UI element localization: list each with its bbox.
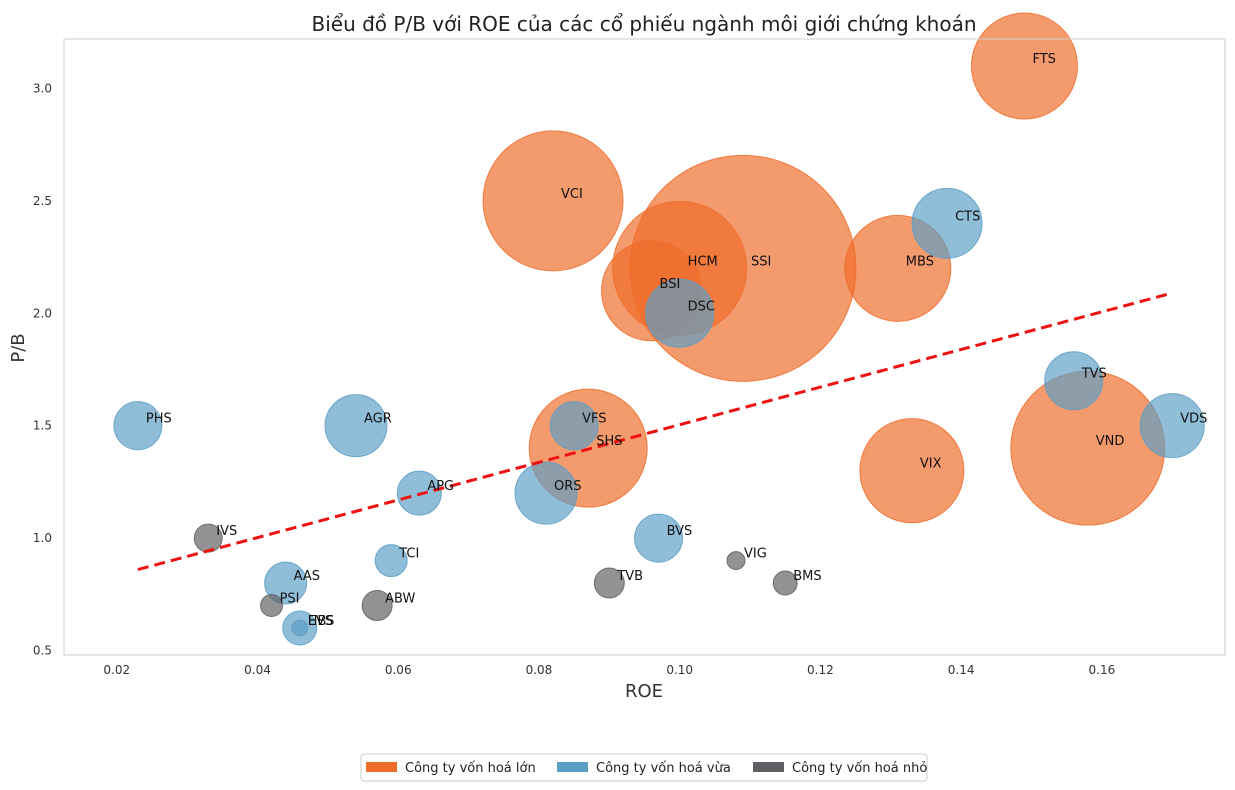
point-label-dsc: DSC [688, 299, 715, 314]
point-label-hcm: HCM [688, 254, 718, 269]
legend-label-small: Công ty vốn hoá nhỏ [792, 761, 927, 776]
bubble-tvb [593, 567, 625, 599]
legend-label-large: Công ty vốn hoá lớn [405, 761, 536, 776]
point-labels-layer: SSI VCI VND HCM FTS SHS MBS VIX BSI DSC CTS TVS VDS O… [146, 52, 1208, 629]
point-label-ssi: SSI [751, 254, 771, 269]
point-label-agr: AGR [364, 412, 392, 427]
x-axis-title: ROE [625, 681, 663, 702]
x-tick-label: 0.10 [666, 663, 693, 677]
point-label-bvs: BVS [667, 524, 693, 539]
point-label-mbs: MBS [906, 254, 934, 269]
point-label-vfs: VFS [582, 412, 606, 427]
y-axis-ticks: 0.5 1.0 1.5 2.0 2.5 3.0 [33, 81, 52, 657]
legend-swatch-large [366, 762, 397, 772]
bubble-vfs [549, 401, 599, 451]
bubble-vds [1139, 393, 1205, 459]
y-tick-label: 1.5 [33, 419, 52, 433]
bubbles-layer [113, 12, 1205, 646]
point-label-tci: TCI [398, 547, 419, 562]
plot-area-frame [63, 38, 1226, 656]
point-label-phs: PHS [146, 412, 172, 427]
point-label-fts: FTS [1032, 52, 1055, 67]
y-tick-label: 0.5 [33, 644, 52, 658]
x-tick-label: 0.14 [948, 663, 975, 677]
legend: Công ty vốn hoá lớn Công ty vốn hoá vừa Cô… [360, 753, 928, 782]
point-label-hbs: HBS [308, 614, 335, 629]
point-label-vig: VIG [744, 547, 767, 562]
bubble-bvs [634, 513, 684, 563]
point-label-evs: EVS [308, 614, 333, 629]
bubble-vci [482, 130, 624, 272]
point-label-aas: AAS [294, 569, 320, 584]
bubble-evs [291, 619, 309, 637]
legend-label-mid: Công ty vốn hoá vừa [596, 761, 731, 776]
point-label-cts: CTS [955, 209, 980, 224]
bubble-phs [113, 401, 163, 451]
bubble-tvs [1044, 351, 1104, 411]
y-tick-label: 2.0 [33, 306, 52, 320]
bubble-agr [324, 394, 388, 458]
y-tick-label: 2.5 [33, 194, 52, 208]
bubble-ors [514, 461, 578, 525]
x-tick-label: 0.08 [526, 663, 553, 677]
legend-box [360, 753, 928, 782]
point-label-ors: ORS [554, 479, 582, 494]
trendline [137, 291, 1173, 572]
point-label-ivs: IVS [216, 524, 237, 539]
point-label-bms: BMS [793, 569, 821, 584]
x-tick-label: 0.06 [385, 663, 412, 677]
point-label-vds: VDS [1180, 412, 1207, 427]
point-label-vci: VCI [561, 187, 583, 202]
bubble-abw [361, 590, 393, 622]
bubble-vix [859, 418, 965, 524]
x-axis-ticks: 0.02 0.04 0.06 0.08 0.10 0.12 0.14 0.16 [103, 663, 1115, 677]
point-label-shs: SHS [596, 434, 622, 449]
point-label-vix: VIX [920, 457, 942, 472]
bubble-tci [374, 544, 408, 578]
bubble-psi [260, 594, 284, 618]
point-label-tvb: TVB [616, 569, 643, 584]
bubble-cts [911, 187, 983, 259]
y-axis-title: P/B [8, 333, 29, 362]
point-label-psi: PSI [280, 592, 300, 607]
point-label-abw: ABW [385, 592, 415, 607]
bubble-fts [970, 12, 1078, 120]
x-tick-label: 0.04 [244, 663, 271, 677]
point-label-tvs: TVS [1081, 367, 1107, 382]
point-label-vnd: VND [1096, 434, 1125, 449]
bubble-bms [772, 570, 798, 596]
x-tick-label: 0.12 [807, 663, 834, 677]
bubble-dsc [645, 278, 715, 348]
legend-swatch-mid [557, 762, 588, 772]
point-label-bsi: BSI [660, 277, 681, 292]
x-tick-label: 0.16 [1089, 663, 1116, 677]
legend-swatch-small [753, 762, 784, 772]
x-tick-label: 0.02 [103, 663, 130, 677]
chart-title: Biểu đồ P/B với ROE của các cổ phiếu ngà… [311, 12, 976, 36]
y-tick-label: 1.0 [33, 531, 52, 545]
y-tick-label: 3.0 [33, 81, 52, 95]
bubble-vig [726, 551, 746, 571]
bubble-aas [264, 561, 308, 605]
point-label-apg: APG [427, 479, 454, 494]
trendline-layer [137, 291, 1173, 572]
